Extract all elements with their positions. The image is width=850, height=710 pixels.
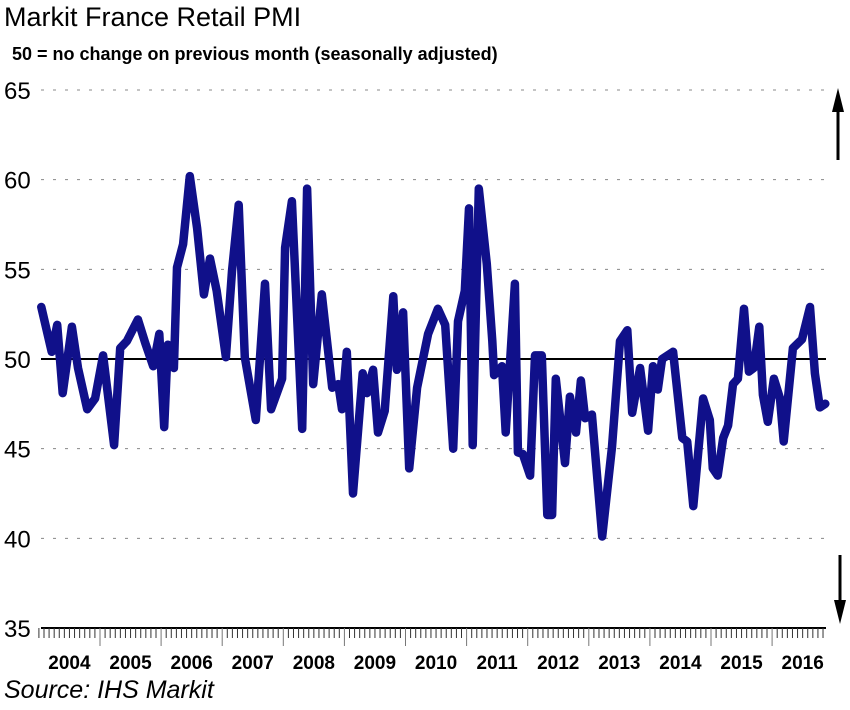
x-tick-label: 2014 — [659, 653, 702, 674]
chart-source: Source: IHS Markit — [4, 676, 214, 704]
x-tick-label: 2009 — [354, 653, 396, 674]
y-tick-label: 60 — [4, 168, 31, 195]
y-tick-label: 50 — [4, 347, 31, 374]
x-tick-label: 2012 — [537, 653, 579, 674]
y-tick-label: 40 — [4, 526, 31, 553]
series-line — [37, 171, 830, 541]
y-tick-label: 35 — [4, 616, 31, 643]
x-tick-label: 2008 — [293, 653, 335, 674]
y-tick-label: 45 — [4, 437, 31, 464]
x-tick-label: 2007 — [232, 653, 274, 674]
up-arrow-icon — [832, 88, 844, 112]
x-tick-label: 2006 — [171, 653, 213, 674]
chart-title: Markit France Retail PMI — [4, 2, 302, 32]
x-tick-label: 2004 — [48, 653, 91, 674]
down-arrow-icon — [834, 600, 846, 624]
x-tick-label: 2005 — [109, 653, 152, 674]
x-tick-label: 2013 — [598, 653, 640, 674]
x-tick-label: 2015 — [720, 653, 763, 674]
chart-subtitle: 50 = no change on previous month (season… — [12, 44, 498, 64]
x-tick-label: 2010 — [415, 653, 457, 674]
y-tick-label: 55 — [4, 257, 31, 284]
x-tick-label: 2011 — [477, 653, 519, 674]
x-tick-label: 2016 — [782, 653, 824, 674]
y-tick-label: 65 — [4, 78, 31, 105]
